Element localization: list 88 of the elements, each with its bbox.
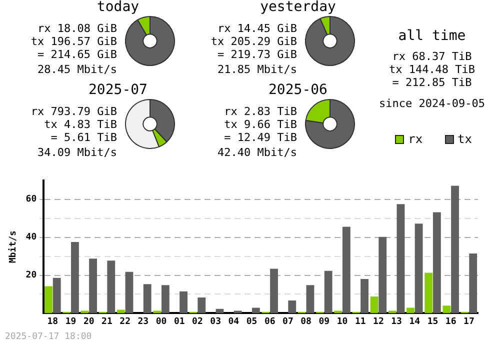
x-tick-label: 03 [210,316,221,327]
x-tick-label: 20 [83,316,94,327]
x-tick-label: 12 [373,316,384,327]
bar [143,284,152,314]
x-tick-label: 02 [192,316,203,327]
x-tick-label: 09 [318,316,330,327]
x-tick-label: 19 [65,316,76,327]
y-tick-label: 60 [26,194,37,205]
x-tick-label: 14 [409,316,421,327]
chart-title: today [96,0,140,15]
x-tick-label: 07 [282,316,294,327]
chart-title: 2025-07 [87,82,148,98]
bar [198,297,206,314]
text: tx 205.29 GiB [210,35,297,48]
x-tick-label: 01 [174,316,185,327]
x-tick-label: 22 [120,316,130,327]
bar [288,300,296,314]
bar [180,291,188,314]
bar [370,296,378,314]
x-tick-label: 23 [138,316,149,327]
text: rx 68.37 TiB [391,50,473,63]
bar [414,224,423,314]
y-axis-title: Mbit/s [8,230,19,264]
text: all time [397,28,467,44]
bar [396,204,405,314]
x-tick-label: 15 [427,316,438,327]
text: rx 2.83 TiB [223,105,297,118]
x-tick-label: 04 [228,316,240,327]
x-tick-label: 00 [156,316,167,327]
x-tick-label: 06 [264,316,276,327]
bar [306,285,314,314]
bar [324,270,332,314]
text: since 2024-09-05 [378,97,486,110]
bar [153,310,162,314]
legend-label: rx [408,132,423,146]
bar [406,308,414,314]
bar [161,285,170,314]
bar [89,258,97,314]
text: = 212.85 TiB [391,76,473,89]
bar [451,186,459,314]
text: = 219.73 GiB [216,48,297,61]
bar [80,310,89,314]
x-tick-label: 18 [47,316,58,327]
x-tick-label: 13 [391,316,402,327]
bar [270,268,278,314]
bar [424,272,433,314]
text: 42.40 Mbit/s [216,146,297,159]
y-tick-label: 20 [26,270,37,281]
bar [469,253,478,314]
text: = 214.65 GiB [36,48,117,61]
bar [234,310,242,314]
x-tick-label: 17 [464,316,474,327]
text: rx 793.79 GiB [30,105,117,118]
bar [388,310,396,314]
text: = 12.49 TiB [223,131,297,144]
x-tick-label: 10 [336,316,348,327]
bar [342,226,350,314]
x-tick-label: 16 [445,316,456,327]
text: tx 4.83 TiB [43,118,117,131]
bar [252,308,260,314]
chart-title: yesterday [259,0,337,15]
text: 34.09 Mbit/s [36,146,117,159]
bar [360,279,368,314]
legend-label: tx [458,132,472,146]
bar [44,286,52,314]
x-tick-label: 11 [354,316,366,327]
text: tx 196.57 GiB [30,35,117,48]
bar [378,236,387,314]
x-tick-label: 05 [246,316,258,327]
bar [432,212,441,314]
x-tick-label: 21 [102,316,112,327]
text: 28.45 Mbit/s [36,63,117,76]
bar [107,260,116,314]
bar [70,242,79,314]
text: rx 14.45 GiB [216,22,297,35]
bar [52,278,61,314]
bar [442,306,451,314]
bar [125,272,134,314]
bar [334,310,342,314]
y-tick-label: 40 [26,232,37,243]
text: rx 18.08 GiB [36,22,117,35]
text: tx 9.66 TiB [223,118,297,131]
text: 2025-07-17 18:00 [5,332,92,342]
text: 21.85 Mbit/s [216,63,297,76]
chart-title: 2025-06 [268,82,328,98]
text: = 5.61 TiB [50,131,117,144]
x-tick-label: 08 [300,316,312,327]
text: tx 144.48 TiB [388,63,476,76]
